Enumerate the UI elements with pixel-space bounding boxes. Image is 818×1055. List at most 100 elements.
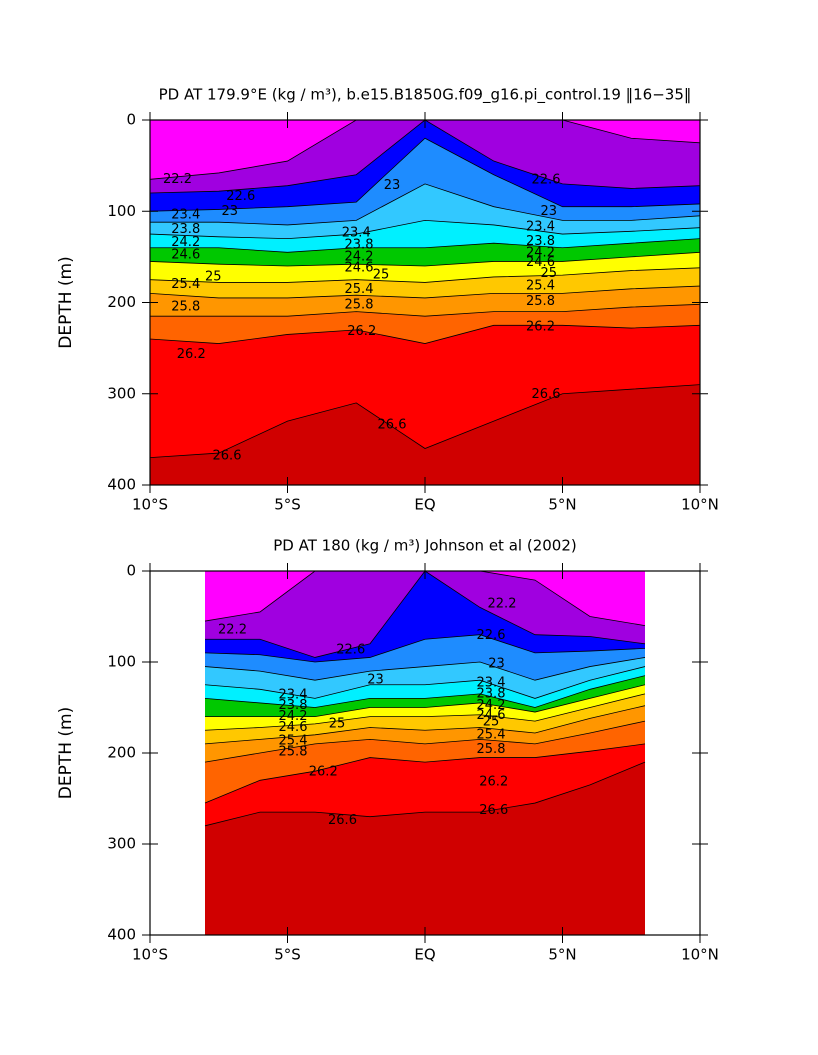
contour-label: 25.4 xyxy=(171,277,200,292)
contour-label: 25 xyxy=(329,716,346,731)
contour-line xyxy=(204,657,646,681)
contour-label: 24.2 xyxy=(477,698,506,713)
contour-line xyxy=(150,120,700,194)
contour-line xyxy=(204,634,646,663)
y-tick-label: 100 xyxy=(107,202,136,220)
contour-label: 23.4 xyxy=(526,219,555,234)
contour-band xyxy=(205,762,645,935)
contour-label: 26.6 xyxy=(532,387,561,402)
plot-area: 22.222.62323.423.824.224.62525.425.826.2… xyxy=(150,120,700,485)
panel: 22.222.62323.423.824.224.62525.425.826.2… xyxy=(56,86,719,514)
contour-line xyxy=(150,324,700,344)
contour-label: 24.6 xyxy=(526,255,555,270)
contour-label: 26.2 xyxy=(347,324,376,339)
contour-label: 22.6 xyxy=(336,643,365,658)
contour-label: 25.8 xyxy=(345,298,374,313)
contour-label: 25.4 xyxy=(279,734,308,749)
contour-line xyxy=(205,684,646,717)
y-tick-label: 200 xyxy=(107,293,136,311)
contour-line xyxy=(204,761,646,827)
contour-label: 23 xyxy=(384,178,401,193)
contour-label: 23 xyxy=(540,204,557,219)
contour-label: 23.8 xyxy=(171,222,200,237)
contour-line xyxy=(150,183,700,226)
contour-label: 25 xyxy=(373,268,390,283)
contour-label: 25.4 xyxy=(345,282,374,297)
contour-label: 23.8 xyxy=(477,686,506,701)
contour-label: 24.6 xyxy=(171,248,200,263)
contour-label: 26.2 xyxy=(309,765,338,780)
y-tick-label: 0 xyxy=(126,562,136,580)
contour-label: 22.2 xyxy=(488,596,517,611)
y-tick-label: 100 xyxy=(107,653,136,671)
contour-label: 24.2 xyxy=(526,246,555,261)
contour-label: 24.6 xyxy=(279,720,308,735)
y-tick-label: 0 xyxy=(126,111,136,129)
contour-label: 25.8 xyxy=(526,294,555,309)
contour-label: 24.2 xyxy=(171,235,200,250)
contour-label: 26.2 xyxy=(177,347,206,362)
contour-label: 25.8 xyxy=(171,300,200,315)
contour-label: 25.8 xyxy=(279,745,308,760)
contour-line xyxy=(150,238,700,253)
y-tick-label: 300 xyxy=(107,835,136,853)
x-tick-label: 5°N xyxy=(548,946,576,964)
contour-line xyxy=(205,571,646,658)
contour-line xyxy=(150,285,700,299)
contour-line xyxy=(204,693,646,731)
contour-label: 24.6 xyxy=(345,260,374,275)
contour-label: 23 xyxy=(367,673,384,688)
contour-label: 26.2 xyxy=(526,320,555,335)
y-axis-label: DEPTH (m) xyxy=(56,707,76,799)
x-tick-label: 10°S xyxy=(132,496,168,514)
contour-label: 23 xyxy=(488,656,505,671)
contour-line xyxy=(204,743,646,804)
contour-line xyxy=(204,571,646,626)
y-axis-label: DEPTH (m) xyxy=(56,256,76,348)
contour-line xyxy=(204,666,646,699)
contour-label: 26.6 xyxy=(328,813,357,828)
contour-label: 25 xyxy=(540,266,557,281)
contour-label: 24.2 xyxy=(345,249,374,264)
contour-label: 22.6 xyxy=(477,628,506,643)
y-tick-label: 400 xyxy=(107,476,136,494)
contour-label: 23.4 xyxy=(342,226,371,241)
x-tick-label: 10°S xyxy=(132,946,168,964)
chart-title: PD AT 180 (kg / m³) Johnson et al (2002) xyxy=(273,537,576,555)
contour-label: 22.2 xyxy=(218,623,247,638)
contour-label: 23.4 xyxy=(477,675,506,690)
contour-line xyxy=(150,303,700,317)
x-tick-label: 5°S xyxy=(274,496,301,514)
y-tick-label: 200 xyxy=(107,744,136,762)
contour-label: 22.6 xyxy=(226,189,255,204)
contour-label: 23.8 xyxy=(279,698,308,713)
contour-line xyxy=(150,267,700,283)
x-tick-label: EQ xyxy=(414,946,435,964)
contour-band xyxy=(150,384,700,485)
x-tick-label: 5°S xyxy=(274,946,301,964)
contour-line xyxy=(150,137,700,212)
contour-label: 26.6 xyxy=(479,803,508,818)
contour-label: 25 xyxy=(483,715,500,730)
contour-line xyxy=(204,705,646,745)
contour-label: 26.6 xyxy=(378,417,407,432)
contour-label: 23.8 xyxy=(526,234,555,249)
contour-line xyxy=(204,675,646,708)
x-tick-label: EQ xyxy=(414,496,435,514)
contour-label: 24.2 xyxy=(279,709,308,724)
contour-label: 22.6 xyxy=(532,173,561,188)
contour-label: 26.6 xyxy=(213,448,242,463)
contour-line xyxy=(204,720,646,763)
contour-label: 23 xyxy=(221,204,238,219)
x-tick-label: 10°N xyxy=(681,946,719,964)
x-tick-label: 10°N xyxy=(681,496,719,514)
contour-label: 23.4 xyxy=(279,687,308,702)
contour-line xyxy=(150,120,700,180)
contour-label: 26.2 xyxy=(479,775,508,790)
contour-label: 23.4 xyxy=(171,207,200,222)
contour-label: 23.8 xyxy=(345,238,374,253)
contour-line xyxy=(150,384,700,459)
chart-title: PD AT 179.9°E (kg / m³), b.e15.B1850G.f0… xyxy=(159,86,692,105)
